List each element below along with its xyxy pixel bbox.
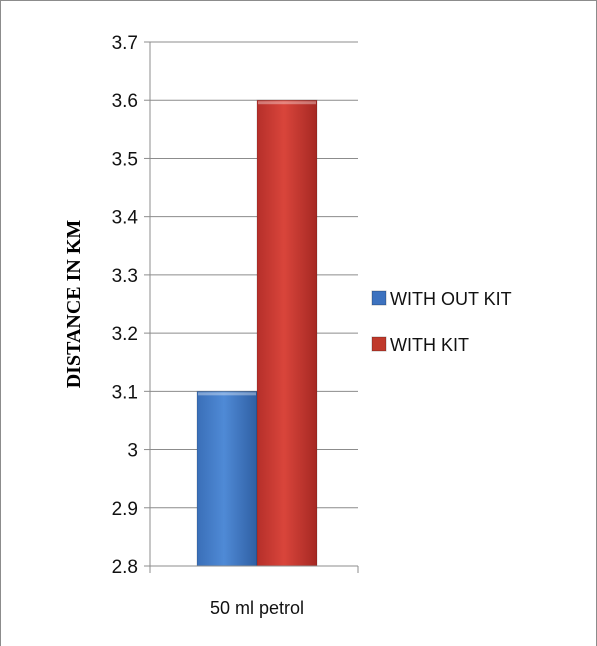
legend-swatch <box>371 290 387 306</box>
bar-highlight <box>198 392 256 396</box>
y-tick-label: 3.2 <box>112 324 138 345</box>
x-category-label: 50 ml petrol <box>210 598 304 618</box>
bar-with-kit <box>256 99 318 567</box>
legend: WITH OUT KIT WITH KIT <box>371 289 512 355</box>
y-axis-label: DISTANCE IN KM <box>63 220 85 389</box>
bars <box>196 99 318 567</box>
y-tick-label: 3.6 <box>112 91 138 112</box>
legend-label: WITH KIT <box>390 335 469 355</box>
y-tick-label: 2.8 <box>112 557 138 578</box>
legend-label: WITH OUT KIT <box>390 289 512 309</box>
bar-highlight <box>258 101 316 105</box>
y-tick-label: 2.9 <box>112 499 138 520</box>
y-tick-label: 3.4 <box>112 208 139 229</box>
y-axis-ticks: 2.8 2.9 3 3.1 3.2 3.3 3.4 3.5 3.6 3.7 <box>112 33 359 578</box>
legend-swatch <box>371 336 387 352</box>
y-tick-label: 3.3 <box>112 266 138 287</box>
y-tick-label: 3 <box>127 441 138 462</box>
bar-with-out-kit <box>196 390 258 567</box>
y-tick-label: 3.1 <box>112 382 138 403</box>
y-tick-label: 3.7 <box>112 33 138 54</box>
y-tick-label: 3.5 <box>112 149 138 170</box>
